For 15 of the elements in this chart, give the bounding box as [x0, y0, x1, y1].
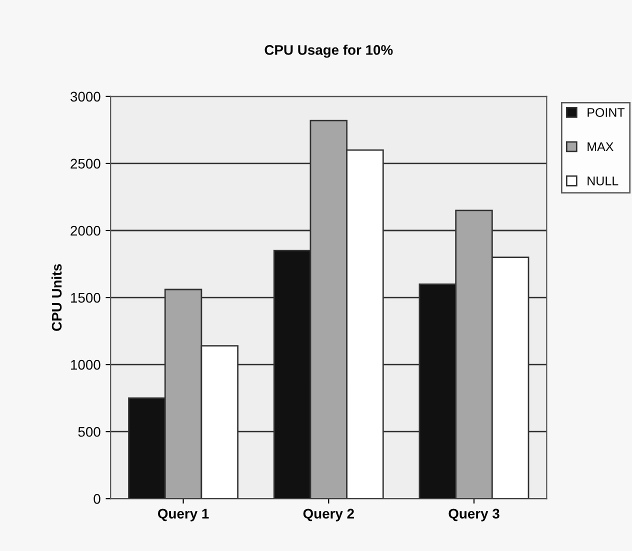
y-tick-label: 2500	[70, 158, 100, 169]
x-tick-label: Query 1	[158, 508, 209, 522]
y-tick-label: 0	[94, 494, 100, 504]
y-tick-label: 2000	[70, 226, 100, 236]
legend-label: MAX	[588, 142, 614, 152]
x-tick-label: Query 2	[303, 508, 354, 522]
y-tick-label: 1000	[71, 360, 100, 370]
legend-label: POINT	[588, 108, 625, 117]
y-tick-label: 3000	[70, 92, 100, 102]
legend-label: NULL	[588, 176, 618, 186]
x-tick-label: Query 3	[448, 508, 500, 522]
y-tick-label: 1500	[71, 292, 100, 303]
chart-title: CPU Usage for 10%	[264, 44, 393, 58]
y-tick-label: 500	[78, 426, 100, 437]
y-axis-title: CPU Units	[51, 264, 62, 331]
